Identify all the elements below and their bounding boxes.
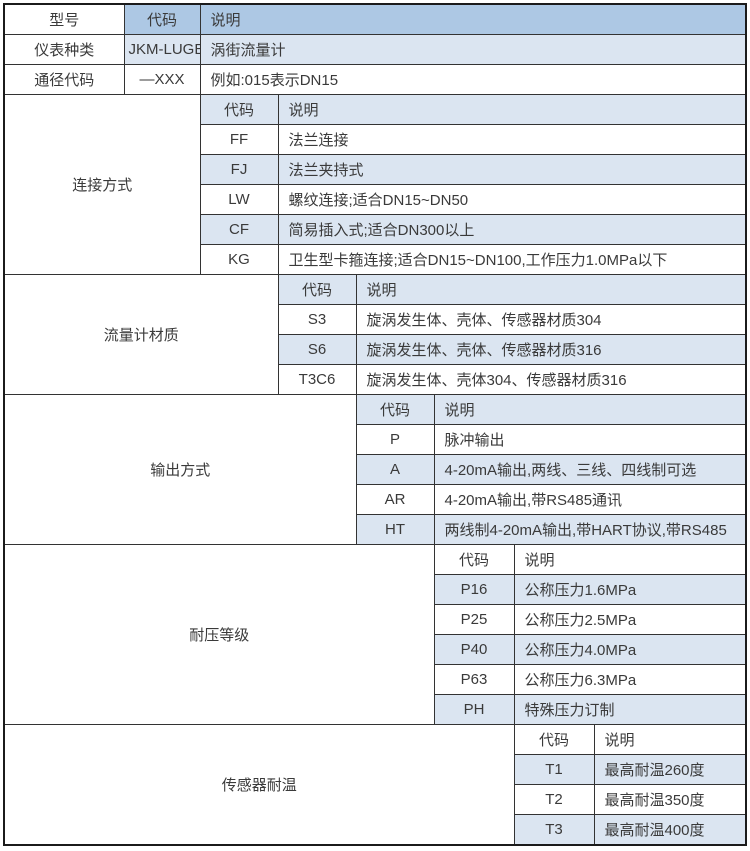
header-code: 代码 [123, 3, 201, 35]
table-row: T3 最高耐温400度 [4, 814, 747, 846]
table-row: P25 公称压力2.5MPa [4, 604, 747, 635]
desc-cell: 特殊压力订制 [513, 694, 747, 725]
sub-header-desc: 说明 [355, 274, 747, 305]
code-cell: P [355, 424, 435, 455]
sub-header-desc: 说明 [593, 724, 747, 755]
header-desc: 说明 [199, 3, 747, 35]
table-row: A 4-20mA输出,两线、三线、四线制可选 [4, 454, 747, 485]
desc-cell: 公称压力6.3MPa [513, 664, 747, 695]
table-row: P 脉冲输出 [4, 424, 747, 455]
code-cell: P25 [433, 604, 515, 635]
sub-header-row: 流量计材质 代码 说明 [3, 274, 747, 395]
desc-cell: 螺纹连接;适合DN15~DN50 [277, 184, 747, 215]
table-row: T1 最高耐温260度 [4, 754, 747, 785]
table-row: T2 最高耐温350度 [4, 784, 747, 815]
table-row: T3C6 旋涡发生体、壳体304、传感器材质316 [4, 364, 747, 395]
section-label-output-type: 输出方式 [3, 394, 357, 545]
desc-cell: 例如:015表示DN15 [199, 64, 747, 95]
table-row: FF 法兰连接 [4, 124, 747, 155]
desc-cell: 法兰连接 [277, 124, 747, 155]
desc-cell: 旋涡发生体、壳体、传感器材质304 [355, 304, 747, 335]
sub-header-desc: 说明 [513, 544, 747, 575]
desc-cell: 两线制4-20mA输出,带HART协议,带RS485 [433, 514, 747, 545]
model-selection-table: 型号 代码 说明 仪表种类 JKM-LUGB 涡街流量计 通径代码 —XXX 例… [3, 3, 747, 846]
code-cell: P16 [433, 574, 515, 605]
desc-cell: 最高耐温260度 [593, 754, 747, 785]
code-cell: T2 [513, 784, 595, 815]
desc-cell: 公称压力4.0MPa [513, 634, 747, 665]
desc-cell: 简易插入式;适合DN300以上 [277, 214, 747, 245]
code-cell: A [355, 454, 435, 485]
sub-header-row: 耐压等级 代码 说明 [3, 544, 747, 725]
code-cell: KG [199, 244, 279, 275]
section-label-meter-material: 流量计材质 [3, 274, 279, 395]
section-label-sensor-temperature: 传感器耐温 [3, 724, 515, 846]
code-cell: FF [199, 124, 279, 155]
code-cell: T3 [513, 814, 595, 846]
sub-header-row: 连接方式 代码 说明 [3, 94, 747, 275]
desc-cell: 涡街流量计 [199, 34, 747, 65]
sub-header-row: 输出方式 代码 说明 [3, 394, 747, 545]
sub-header-desc: 说明 [277, 94, 747, 125]
sub-header-code: 代码 [355, 394, 435, 425]
code-cell: PH [433, 694, 515, 725]
row-label-diameter-code: 通径代码 [3, 64, 125, 95]
table-row: KG 卫生型卡箍连接;适合DN15~DN100,工作压力1.0MPa以下 [4, 244, 747, 275]
sub-header-code: 代码 [277, 274, 357, 305]
header-model: 型号 [3, 3, 125, 35]
code-cell: HT [355, 514, 435, 545]
table-row: HT 两线制4-20mA输出,带HART协议,带RS485 [4, 514, 747, 545]
desc-cell: 旋涡发生体、壳体、传感器材质316 [355, 334, 747, 365]
code-cell: LW [199, 184, 279, 215]
sub-header-code: 代码 [513, 724, 595, 755]
desc-cell: 卫生型卡箍连接;适合DN15~DN100,工作压力1.0MPa以下 [277, 244, 747, 275]
code-cell: —XXX [123, 64, 201, 95]
desc-cell: 最高耐温400度 [593, 814, 747, 846]
code-cell: T1 [513, 754, 595, 785]
code-cell: S3 [277, 304, 357, 335]
table-row: FJ 法兰夹持式 [4, 154, 747, 185]
desc-cell: 旋涡发生体、壳体304、传感器材质316 [355, 364, 747, 395]
code-cell: AR [355, 484, 435, 515]
sub-header-code: 代码 [199, 94, 279, 125]
table-row: 通径代码 —XXX 例如:015表示DN15 [3, 64, 747, 95]
desc-cell: 公称压力1.6MPa [513, 574, 747, 605]
table-row: P63 公称压力6.3MPa [4, 664, 747, 695]
sub-header-row: 传感器耐温 代码 说明 [3, 724, 747, 846]
desc-cell: 4-20mA输出,带RS485通讯 [433, 484, 747, 515]
sub-header-code: 代码 [433, 544, 515, 575]
table-header-row: 型号 代码 说明 [3, 3, 747, 35]
table-row: LW 螺纹连接;适合DN15~DN50 [4, 184, 747, 215]
desc-cell: 4-20mA输出,两线、三线、四线制可选 [433, 454, 747, 485]
code-cell: FJ [199, 154, 279, 185]
code-cell: T3C6 [277, 364, 357, 395]
code-cell: S6 [277, 334, 357, 365]
section-label-pressure-rating: 耐压等级 [3, 544, 435, 725]
table-row: 仪表种类 JKM-LUGB 涡街流量计 [3, 34, 747, 65]
code-cell: JKM-LUGB [123, 34, 201, 65]
table-row: CF 简易插入式;适合DN300以上 [4, 214, 747, 245]
section-label-connection-type: 连接方式 [3, 94, 201, 275]
code-cell: CF [199, 214, 279, 245]
code-cell: P63 [433, 664, 515, 695]
table-row: P16 公称压力1.6MPa [4, 574, 747, 605]
table-row: S6 旋涡发生体、壳体、传感器材质316 [4, 334, 747, 365]
table-row: PH 特殊压力订制 [4, 694, 747, 725]
table-row: AR 4-20mA输出,带RS485通讯 [4, 484, 747, 515]
code-cell: P40 [433, 634, 515, 665]
desc-cell: 脉冲输出 [433, 424, 747, 455]
desc-cell: 法兰夹持式 [277, 154, 747, 185]
row-label-instrument-type: 仪表种类 [3, 34, 125, 65]
desc-cell: 公称压力2.5MPa [513, 604, 747, 635]
sub-header-desc: 说明 [433, 394, 747, 425]
desc-cell: 最高耐温350度 [593, 784, 747, 815]
